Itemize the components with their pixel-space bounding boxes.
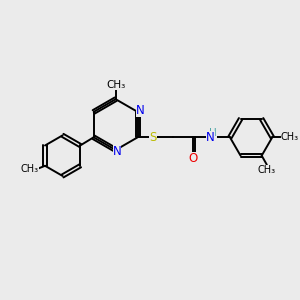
- Text: H: H: [209, 128, 217, 138]
- Text: CH₃: CH₃: [281, 132, 299, 142]
- Text: CH₃: CH₃: [258, 165, 276, 175]
- Text: N: N: [206, 131, 214, 144]
- Text: CH₃: CH₃: [20, 164, 39, 174]
- Text: CH₃: CH₃: [106, 80, 125, 89]
- Text: O: O: [188, 152, 197, 165]
- Text: N: N: [136, 104, 144, 117]
- Text: N: N: [113, 145, 122, 158]
- Text: S: S: [149, 131, 157, 144]
